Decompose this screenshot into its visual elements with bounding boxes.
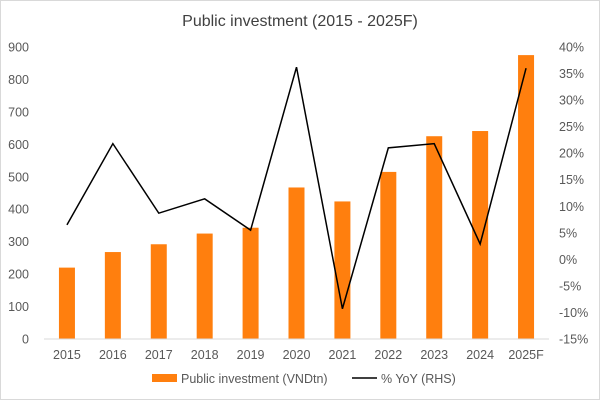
right-axis-ticks: -15% -10% -5% 0% 5% 10% 15% 20% 25% 30% 35% 40% [559, 41, 588, 347]
right-tick-label: -15% [559, 333, 588, 347]
bar-2017 [150, 244, 167, 339]
bar-2020 [288, 187, 305, 339]
left-tick-label: 400 [8, 203, 29, 217]
legend: Public investment (VNDtn) % YoY (RHS) [152, 372, 456, 386]
left-tick-label: 500 [8, 170, 29, 184]
left-tick-label: 100 [8, 300, 29, 314]
x-tick-label: 2021 [329, 348, 357, 362]
right-tick-label: 20% [559, 147, 584, 161]
right-tick-label: -5% [559, 279, 581, 293]
bar-2022 [380, 171, 397, 339]
right-tick-label: 10% [559, 200, 584, 214]
left-tick-label: 200 [8, 268, 29, 282]
bar-2016 [104, 252, 121, 339]
x-tick-label: 2017 [145, 348, 173, 362]
bar-2019 [242, 227, 259, 339]
x-tick-label: 2024 [466, 348, 494, 362]
left-tick-label: 600 [8, 138, 29, 152]
right-tick-label: 5% [559, 226, 577, 240]
right-tick-label: 15% [559, 173, 584, 187]
yoy-line [66, 66, 527, 309]
line-series [66, 66, 527, 309]
left-tick-label: 700 [8, 105, 29, 119]
right-tick-label: 40% [559, 41, 584, 55]
right-tick-label: 35% [559, 67, 584, 81]
x-tick-label: 2023 [420, 348, 448, 362]
bar-2023 [426, 136, 443, 339]
legend-bar-swatch [152, 374, 177, 382]
right-tick-label: -10% [559, 306, 588, 320]
chart-title: Public investment (2015 - 2025F) [182, 13, 418, 30]
right-tick-label: 25% [559, 120, 584, 134]
bar-2015 [58, 267, 75, 339]
bar-series [58, 55, 535, 340]
x-axis-ticks: 2015 2016 2017 2018 2019 2020 2021 2022 2023 2024… [53, 348, 544, 362]
left-axis-ticks: 0 100 200 300 400 500 600 700 800 900 [8, 41, 29, 347]
x-tick-label: 2019 [237, 348, 265, 362]
bar-2025F [518, 55, 535, 340]
bar-2021 [334, 201, 351, 339]
x-tick-label: 2025F [508, 348, 544, 362]
left-tick-label: 300 [8, 235, 29, 249]
left-tick-label: 0 [22, 333, 29, 347]
x-tick-label: 2020 [283, 348, 311, 362]
bar-2024 [472, 131, 489, 339]
x-tick-label: 2018 [191, 348, 219, 362]
left-tick-label: 900 [8, 41, 29, 55]
left-tick-label: 800 [8, 73, 29, 87]
bar-2018 [196, 233, 213, 339]
x-tick-label: 2016 [99, 348, 127, 362]
x-tick-label: 2022 [374, 348, 402, 362]
right-tick-label: 30% [559, 94, 584, 108]
x-tick-label: 2015 [53, 348, 81, 362]
legend-bar-label: Public investment (VNDtn) [181, 372, 328, 386]
right-tick-label: 0% [559, 253, 577, 267]
legend-line-label: % YoY (RHS) [381, 372, 456, 386]
